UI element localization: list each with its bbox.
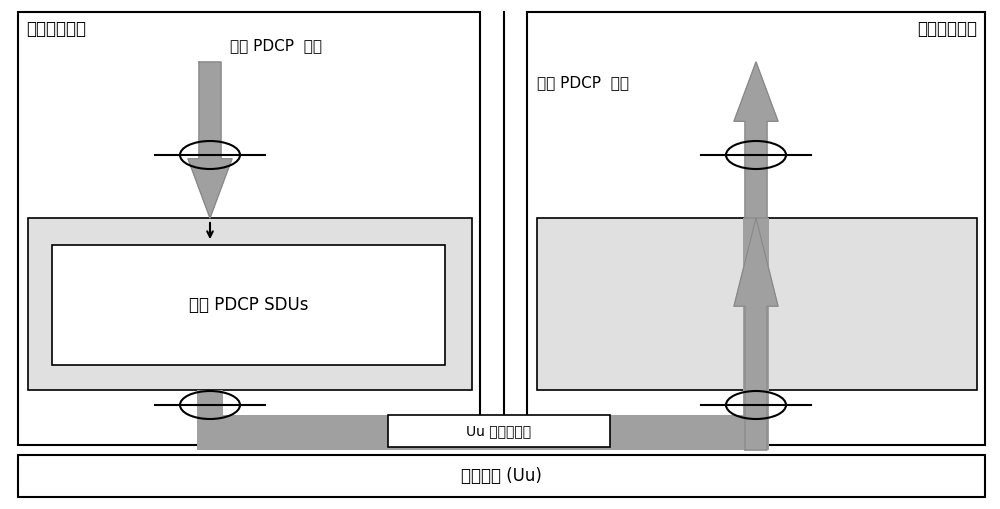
- Text: 接收 PDCP  实体: 接收 PDCP 实体: [537, 75, 629, 90]
- Bar: [527, 12, 985, 445]
- Bar: [743, 218, 769, 450]
- Polygon shape: [734, 218, 778, 450]
- Text: 第二通信设备: 第二通信设备: [917, 20, 977, 38]
- Bar: [18, 12, 480, 445]
- Bar: [388, 415, 610, 447]
- Bar: [197, 415, 768, 450]
- Bar: [52, 245, 445, 365]
- Text: Uu 接口不可用: Uu 接口不可用: [466, 424, 532, 438]
- Text: 发送 PDCP  实体: 发送 PDCP 实体: [230, 38, 322, 53]
- Text: 无线接口 (Uu): 无线接口 (Uu): [461, 467, 542, 485]
- Bar: [28, 218, 472, 390]
- Text: 第一通信设备: 第一通信设备: [26, 20, 86, 38]
- Bar: [537, 218, 977, 390]
- Bar: [18, 455, 985, 497]
- Polygon shape: [188, 62, 232, 218]
- Bar: [197, 390, 223, 450]
- Polygon shape: [734, 62, 778, 218]
- Text: 保存 PDCP SDUs: 保存 PDCP SDUs: [189, 296, 308, 314]
